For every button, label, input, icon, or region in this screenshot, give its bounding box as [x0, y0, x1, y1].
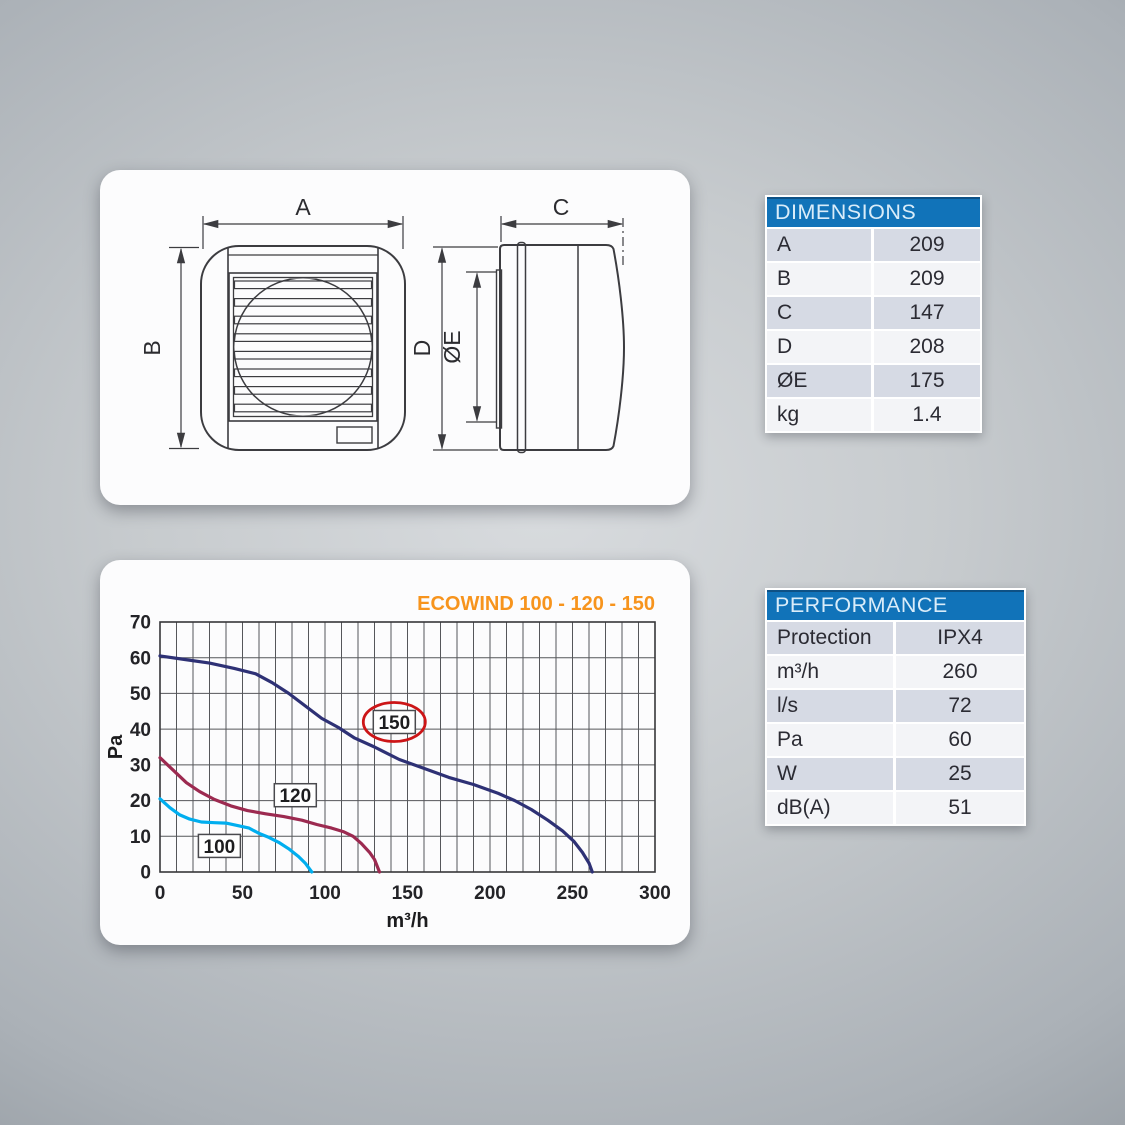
curve-label-100: 100	[197, 833, 242, 859]
grille-frame-outer	[228, 272, 378, 422]
table-row: l/s 72	[767, 690, 1024, 722]
x-tick-label: 150	[392, 883, 424, 904]
row-value: 175	[874, 365, 980, 397]
row-label: D	[767, 331, 871, 363]
row-value: 209	[874, 229, 980, 261]
y-tick-label: 40	[130, 720, 151, 741]
svg-text:150: 150	[378, 713, 410, 734]
nameplate-rect	[336, 426, 373, 444]
row-value: 72	[896, 690, 1024, 722]
x-axis-label: m³/h	[386, 910, 428, 932]
dim-label-a: A	[295, 194, 311, 220]
curve-label-150: 150	[361, 701, 427, 743]
technical-drawing: A B C D	[139, 194, 626, 454]
x-tick-label: 200	[474, 883, 506, 904]
row-value: 60	[896, 724, 1024, 756]
dimension-c: C	[500, 194, 624, 242]
svg-text:100: 100	[204, 837, 236, 858]
row-value: 147	[874, 297, 980, 329]
dimension-b: B	[139, 246, 199, 450]
svg-text:120: 120	[279, 786, 311, 807]
table-row: C 147	[767, 297, 980, 329]
row-label: dB(A)	[767, 792, 893, 824]
row-label: A	[767, 229, 871, 261]
y-axis-label: Pa	[105, 734, 127, 759]
series-line-150	[158, 654, 594, 874]
table-row: Protection IPX4	[767, 622, 1024, 654]
dim-label-d: D	[409, 340, 435, 357]
chart-grid	[159, 621, 656, 873]
dim-label-b: B	[139, 340, 165, 355]
table-row: A 209	[767, 229, 980, 261]
chart-frame	[159, 621, 656, 873]
y-tick-label: 60	[130, 648, 151, 669]
row-value: 25	[896, 758, 1024, 790]
series-line-100	[158, 797, 314, 874]
dim-label-oe: ØE	[439, 330, 465, 363]
table-row: W 25	[767, 758, 1024, 790]
fan-front-view	[200, 245, 406, 451]
x-tick-label: 300	[639, 883, 671, 904]
row-label: Protection	[767, 622, 893, 654]
x-tick-label: 0	[155, 883, 166, 904]
y-tick-label: 20	[130, 791, 151, 812]
y-tick-label: 70	[130, 613, 151, 634]
curve-label-120: 120	[273, 782, 318, 808]
dimension-a: A	[202, 194, 404, 249]
row-label: l/s	[767, 690, 893, 722]
row-value: 209	[874, 263, 980, 295]
fan-body-side	[499, 244, 626, 451]
table-row: Pa 60	[767, 724, 1024, 756]
performance-table-header: PERFORMANCE	[767, 590, 1024, 620]
row-value: 51	[896, 792, 1024, 824]
mounting-flange	[516, 241, 527, 454]
y-tick-label: 0	[140, 863, 151, 884]
fan-side-view	[495, 218, 626, 454]
dimensions-table: DIMENSIONS A 209 B 209 C 147 D 208 ØE 17…	[765, 195, 982, 433]
row-value: IPX4	[896, 622, 1024, 654]
table-row: dB(A) 51	[767, 792, 1024, 824]
grille-slats	[233, 280, 373, 413]
y-tick-label: 50	[130, 684, 151, 705]
table-row: kg 1.4	[767, 399, 980, 431]
series-line-120	[158, 756, 382, 874]
row-label: Pa	[767, 724, 893, 756]
row-value: 1.4	[874, 399, 980, 431]
table-row: D 208	[767, 331, 980, 363]
x-tick-label: 50	[232, 883, 253, 904]
row-label: W	[767, 758, 893, 790]
row-label: kg	[767, 399, 871, 431]
row-label: B	[767, 263, 871, 295]
row-label: C	[767, 297, 871, 329]
dimension-oe: ØE	[439, 271, 497, 423]
dim-label-c: C	[553, 194, 570, 220]
chart-title: ECOWIND 100 - 120 - 150	[417, 593, 655, 615]
x-tick-label: 250	[557, 883, 589, 904]
chart-panel: ECOWIND 100 - 120 - 150 0 50 100 150 200 250 30…	[100, 560, 690, 945]
fan-body-front	[200, 245, 406, 451]
table-row: ØE 175	[767, 365, 980, 397]
row-label: m³/h	[767, 656, 893, 688]
dimensions-table-header: DIMENSIONS	[767, 197, 980, 227]
y-tick-label: 10	[130, 827, 151, 848]
y-tick-label: 30	[130, 756, 151, 777]
grille-frame-inner	[232, 276, 374, 418]
row-label: ØE	[767, 365, 871, 397]
table-row: B 209	[767, 263, 980, 295]
performance-table: PERFORMANCE Protection IPX4 m³/h 260 l/s…	[765, 588, 1026, 826]
x-tick-label: 100	[309, 883, 341, 904]
dimension-d: D	[409, 246, 498, 451]
annotation-ellipse	[361, 701, 427, 743]
row-value: 260	[896, 656, 1024, 688]
row-value: 208	[874, 331, 980, 363]
table-row: m³/h 260	[767, 656, 1024, 688]
drawing-panel: A B C D	[100, 170, 690, 505]
